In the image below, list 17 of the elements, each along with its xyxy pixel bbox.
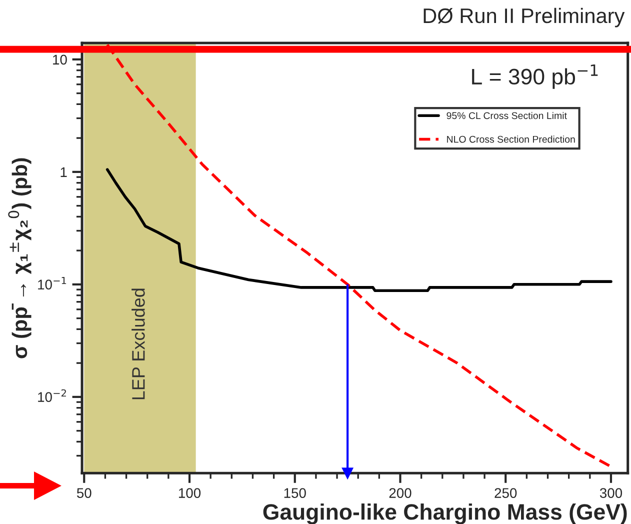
y-tick-label: 1 (60, 167, 67, 177)
x-tick-label: 200 (389, 488, 412, 498)
y-tick-label: 10$^{−1}$ (38, 276, 66, 290)
y-tick-label: 10 (53, 54, 67, 65)
y-tick-label: 10$^{−2}$ (38, 389, 66, 402)
x-tick-label: 300 (600, 488, 622, 498)
x-tick-label: 150 (284, 488, 306, 498)
x-tick-label: 50 (76, 488, 92, 498)
x-axis-title: Gaugino-like Chargino Mass (GeV) (263, 503, 627, 524)
chart-title: DØ Run II Preliminary (424, 8, 625, 28)
y-axis-title: σ (pp̄ → χ₁$^{±}$χ₂$^{0}$) (pb) (8, 158, 32, 358)
legend-label: NLO Cross Section Prediction (447, 136, 575, 143)
annotation: L = 390 pb$^{−1}$ (472, 64, 598, 89)
legend-label: 95% CL Cross Section Limit (446, 112, 567, 120)
x-tick-label: 100 (178, 488, 201, 498)
band-label: LEP Excluded (132, 288, 145, 400)
x-tick-label: 250 (494, 488, 517, 498)
